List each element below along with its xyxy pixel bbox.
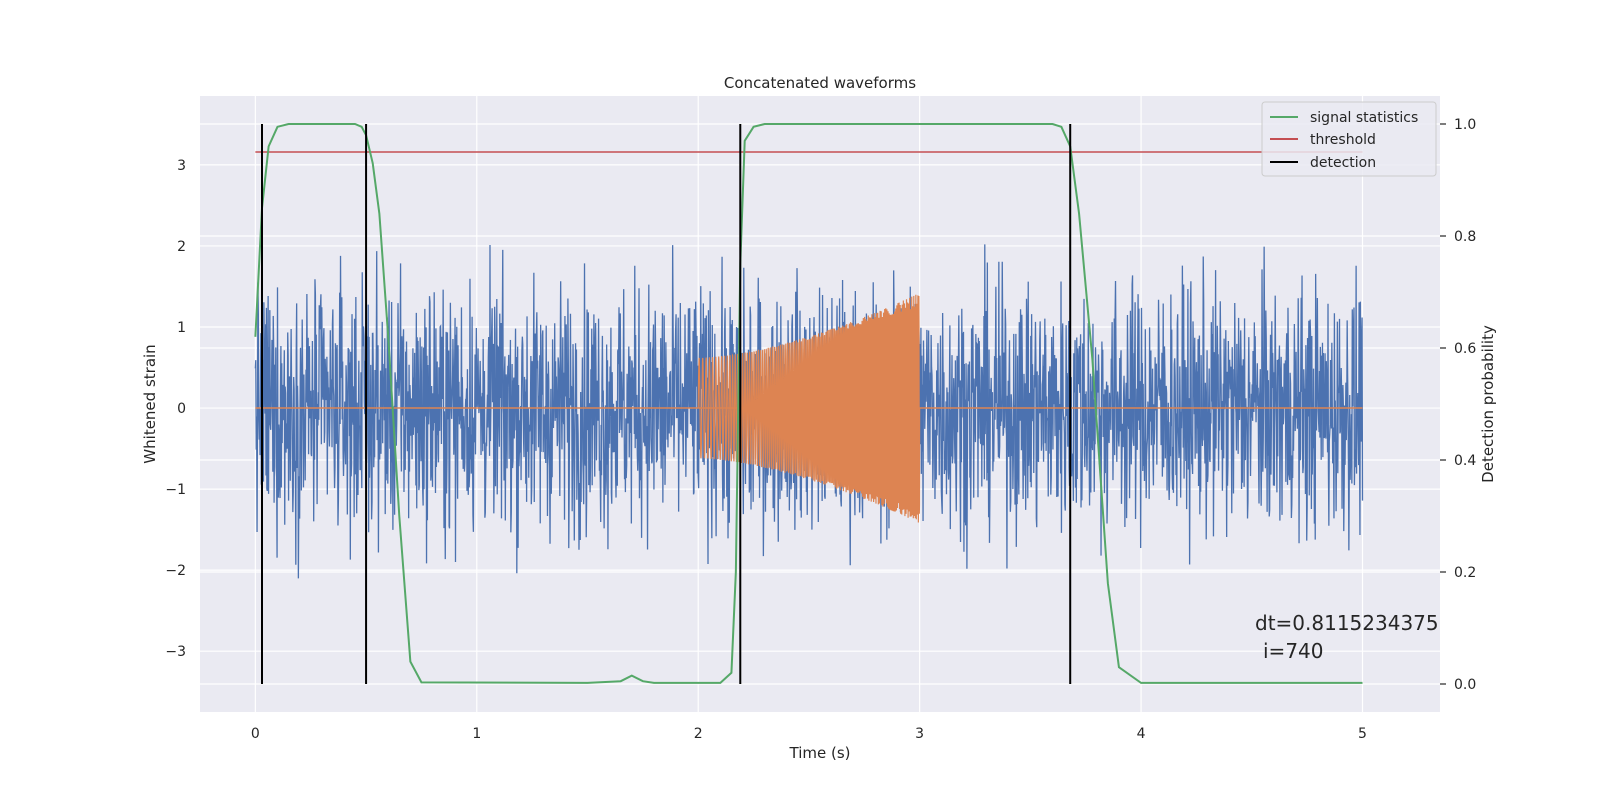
legend-box	[1261, 101, 1437, 177]
legend-label-signal-statistics: signal statistics	[1310, 110, 1418, 126]
y-tick-label: −3	[165, 644, 186, 660]
y-right-tick-label: 0.0	[1454, 677, 1476, 693]
chirp-series	[697, 294, 921, 523]
chart-title: Concatenated waveforms	[724, 74, 916, 92]
y-right-tick-label: 0.4	[1454, 453, 1476, 469]
y-axis-label: Whitened strain	[141, 344, 159, 463]
y-right-tick-label: 0.6	[1454, 341, 1476, 357]
y-axis-ticks: −3 −2 −1 0 1 2 3	[165, 158, 186, 660]
y-tick-label: −2	[165, 563, 186, 579]
y-tick-label: −1	[165, 482, 186, 498]
x-tick-label: 3	[915, 726, 924, 742]
x-tick-label: 2	[694, 726, 703, 742]
y-tick-label: 2	[177, 239, 186, 255]
signal-statistics-line	[254, 123, 1363, 684]
y-tick-label: 3	[177, 158, 186, 174]
legend-label-threshold: threshold	[1310, 132, 1376, 148]
y-right-tick-label: 0.2	[1454, 565, 1476, 581]
x-axis-ticks: 0 1 2 3 4 5	[251, 726, 1367, 742]
annotation-dt: dt=0.8115234375	[1255, 611, 1439, 635]
y-right-axis-ticks: 0.0 0.2 0.4 0.6 0.8 1.0	[1440, 117, 1476, 693]
y-tick-label: 1	[177, 320, 186, 336]
x-tick-label: 4	[1137, 726, 1146, 742]
x-tick-label: 0	[251, 726, 260, 742]
x-tick-label: 5	[1358, 726, 1367, 742]
y-right-tick-label: 0.8	[1454, 229, 1476, 245]
annotation-i: i=740	[1263, 639, 1324, 663]
y-right-axis-label: Detection probability	[1479, 325, 1497, 483]
y-tick-label: 0	[177, 401, 186, 417]
legend: signal statistics threshold detection	[1261, 101, 1437, 177]
x-axis-label: Time (s)	[789, 744, 851, 762]
x-tick-label: 1	[472, 726, 481, 742]
detection-lines	[261, 124, 1072, 684]
y-right-tick-label: 1.0	[1454, 117, 1476, 133]
legend-label-detection: detection	[1310, 155, 1376, 171]
